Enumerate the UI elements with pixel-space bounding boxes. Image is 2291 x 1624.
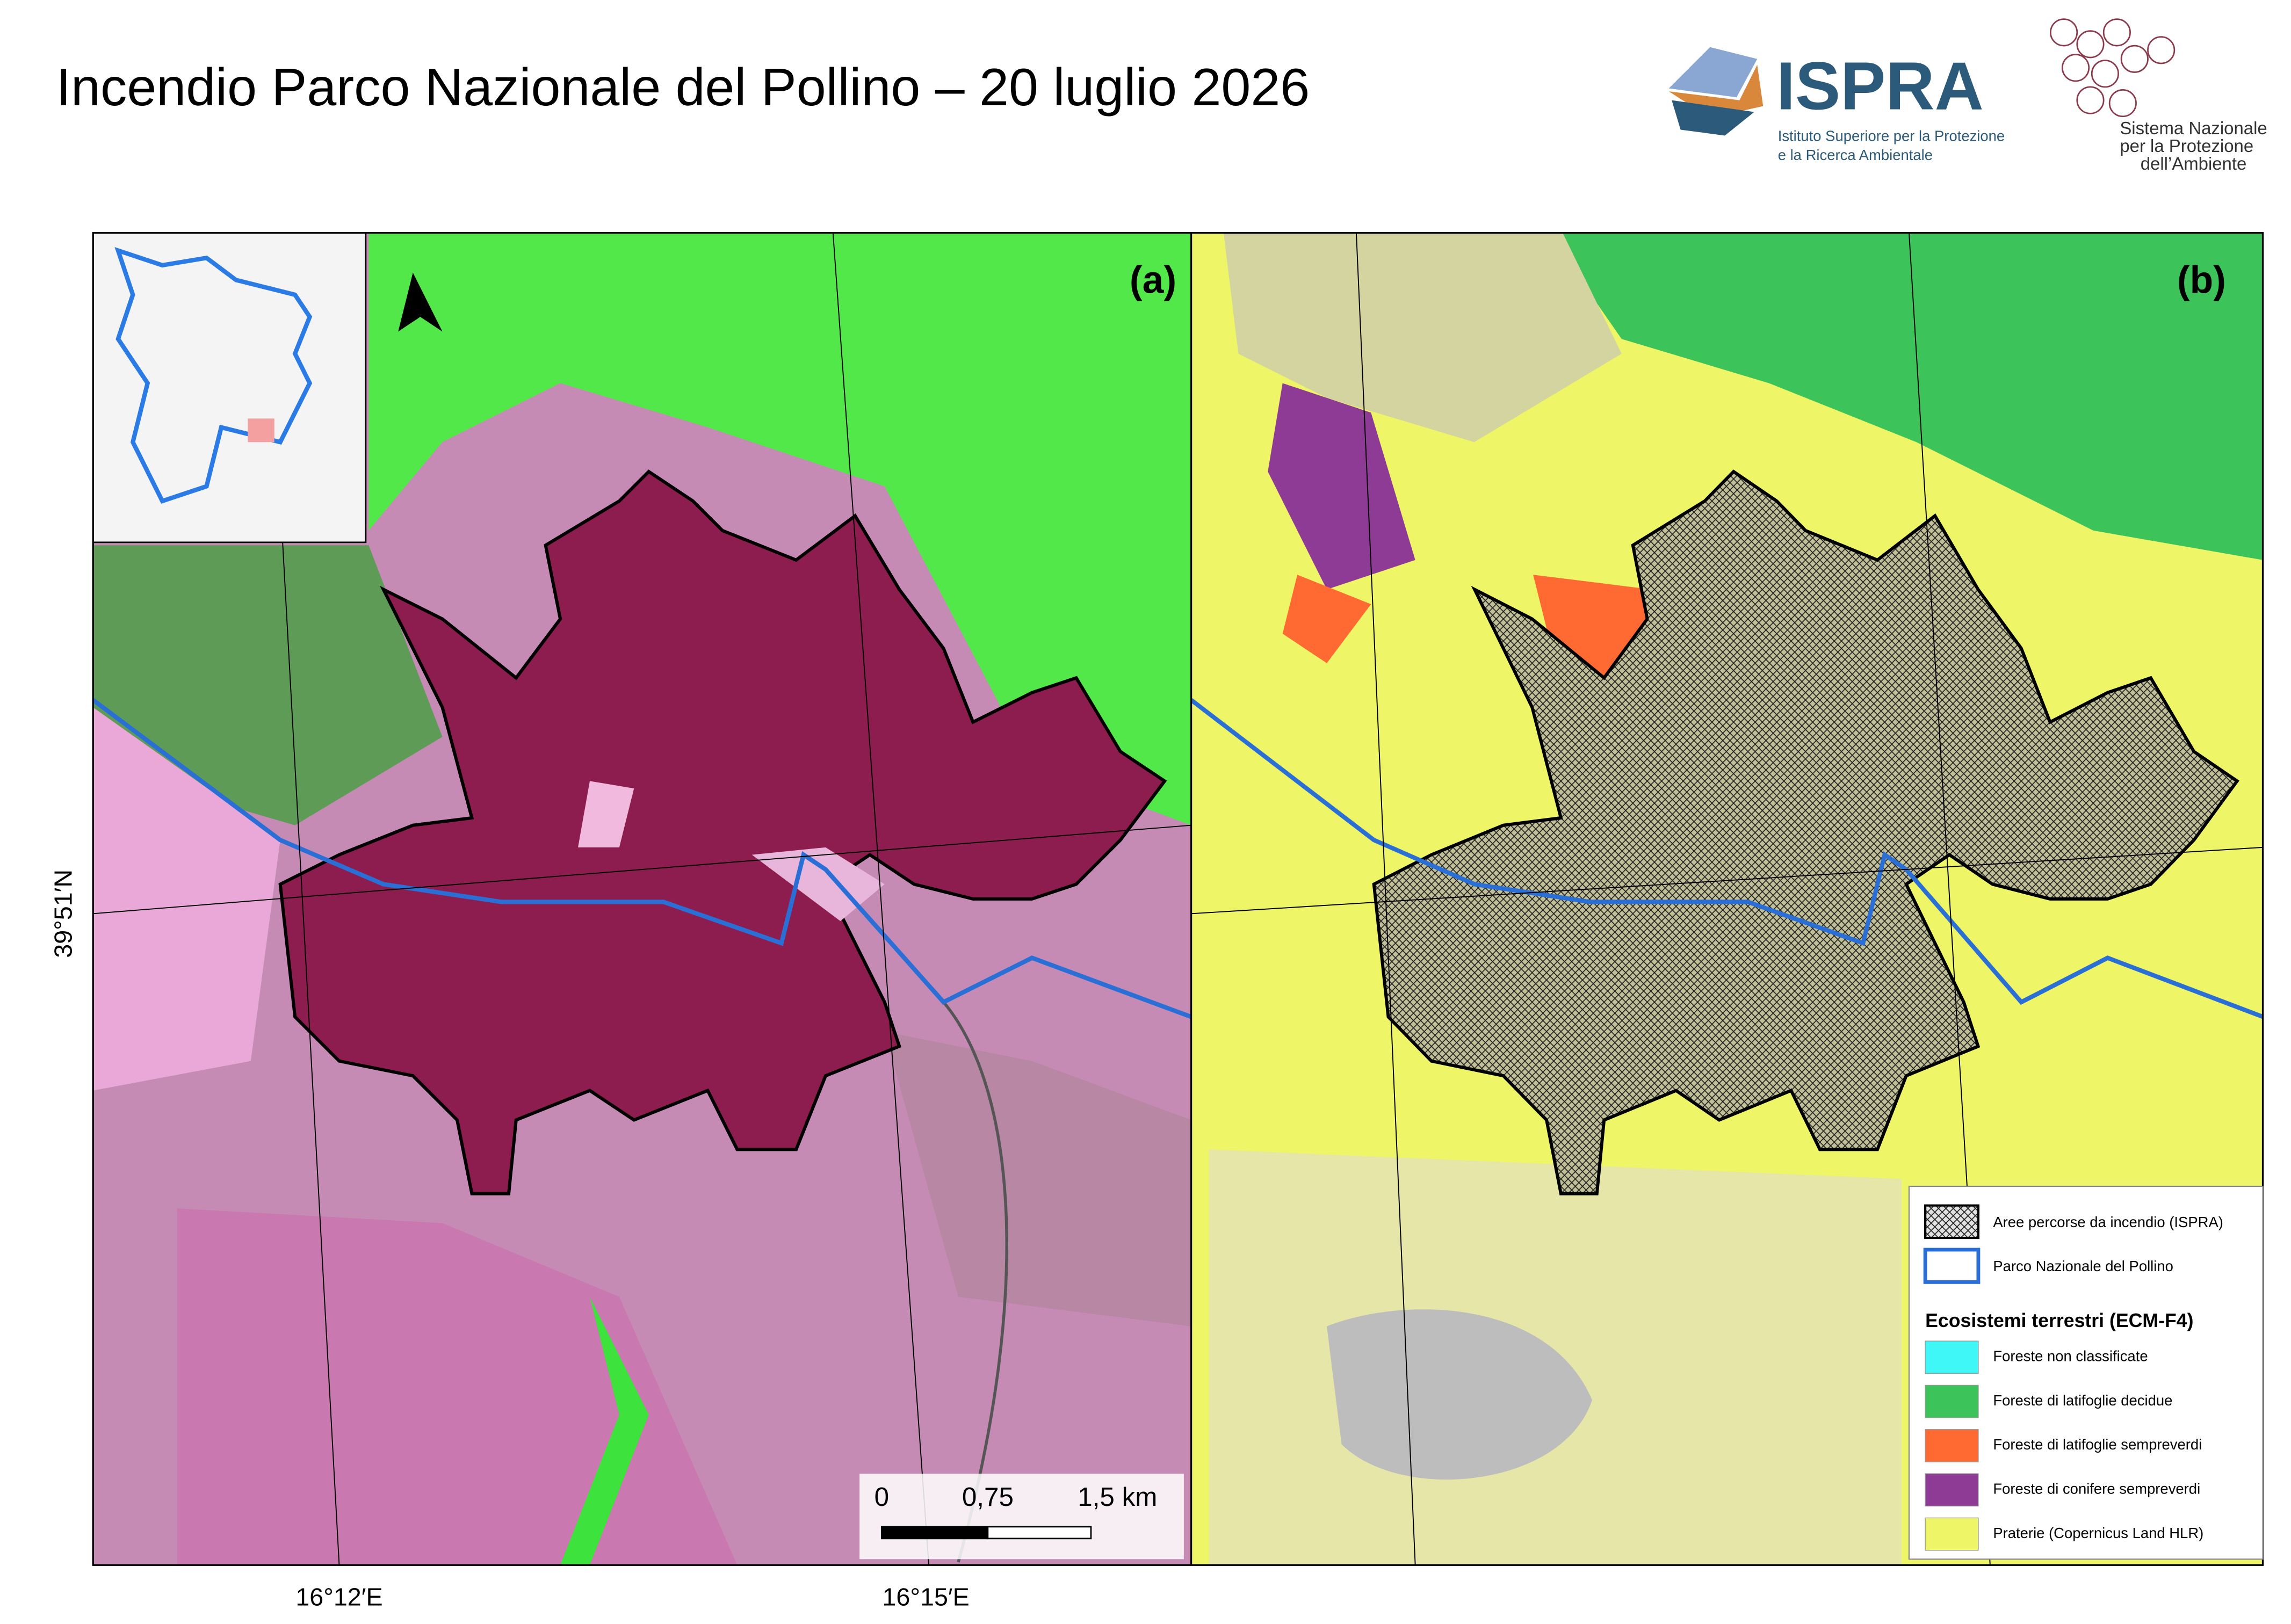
legend-label: Aree percorse da incendio (ISPRA) [1993,1214,2223,1230]
graticule [93,824,1191,915]
legend: Aree percorse da incendio (ISPRA) Parco … [1908,1185,2264,1560]
graticule [832,233,930,1565]
scale-label: 0,75 [962,1482,1014,1512]
legend-label: Foreste di latifoglie sempreverdi [1993,1436,2202,1453]
legend-swatch [1925,1384,1979,1418]
title: Incendio Parco Nazionale del Pollino – 2… [56,57,1310,117]
legend-label: Foreste di latifoglie decidue [1993,1392,2172,1409]
scale-label: 1,5 km [1078,1482,1157,1512]
snpa-line: Sistema Nazionale [2120,118,2267,138]
north-arrow [398,272,443,332]
panel-label: (b) [2177,259,2226,302]
inset-park [114,247,313,504]
scale-bar [987,1526,1092,1540]
panel-label: (a) [1130,259,1176,302]
snpa-line: per la Protezione [2120,136,2253,156]
legend-swatch [1925,1473,1979,1507]
ispra-name: ISPRA [1776,48,1984,124]
legend-swatch [1923,1248,1981,1284]
legend-label: Praterie (Copernicus Land HLR) [1993,1525,2203,1541]
scale-bar [880,1526,989,1540]
scale-bar-box [859,1474,1184,1560]
graticule [1191,846,2263,915]
legend-title: Ecosistemi terrestri (ECM-F4) [1925,1310,2193,1331]
inset-extent [248,418,274,443]
legend-label: Foreste non classificate [1993,1348,2148,1365]
scale-label: 0 [875,1482,889,1512]
lat-label: 39°51′N [49,869,77,958]
map-a: 0 0,75 1,5 km (a) [93,233,1191,1565]
legend-swatch [1925,1429,1979,1462]
ispra-logo: ISPRA Istituto Superiore per la Protezio… [1668,47,2005,163]
snpa-logo: Sistema Nazionale per la Protezione dell… [2050,18,2267,173]
ispra-subtitle: e la Ricerca Ambientale [1778,147,1933,163]
ispra-subtitle: Istituto Superiore per la Protezione [1778,127,2005,144]
inset-map [93,233,367,543]
snpa-line: dell’Ambiente [2141,154,2247,173]
map-frame [92,231,2264,1566]
lon-label: 16°12′E [295,1583,382,1611]
legend-swatch [1924,1204,1979,1239]
legend-label: Parco Nazionale del Pollino [1993,1258,2173,1274]
graticule [1355,233,1416,1565]
map-b: (b) [1191,233,2263,1565]
lon-label: 16°15′E [883,1583,970,1611]
legend-swatch [1925,1340,1979,1374]
legend-swatch [1925,1517,1979,1551]
legend-label: Foreste di conifere sempreverdi [1993,1481,2200,1497]
